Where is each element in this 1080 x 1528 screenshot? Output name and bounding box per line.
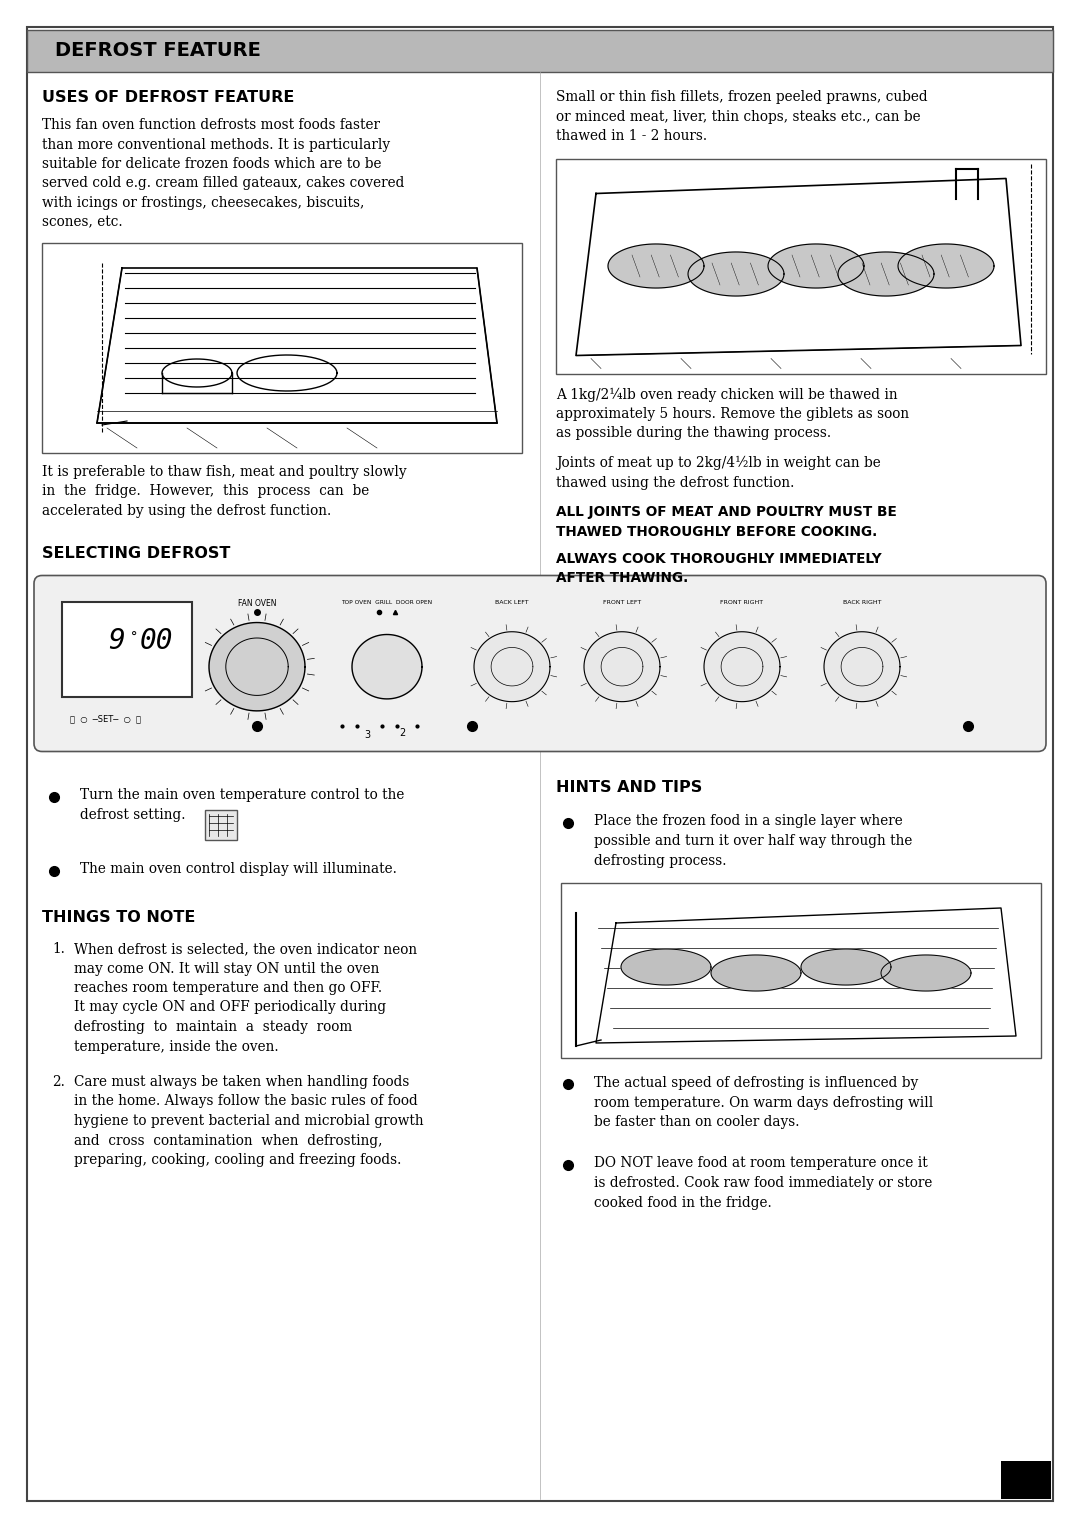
- Text: and  cross  contamination  when  defrosting,: and cross contamination when defrosting,: [75, 1134, 382, 1148]
- Text: It is preferable to thaw fish, meat and poultry slowly: It is preferable to thaw fish, meat and …: [42, 465, 407, 478]
- Text: Small or thin fish fillets, frozen peeled prawns, cubed: Small or thin fish fillets, frozen peele…: [556, 90, 928, 104]
- Text: cooked food in the fridge.: cooked food in the fridge.: [594, 1195, 772, 1210]
- Bar: [27, 31, 1053, 72]
- Text: hygiene to prevent bacterial and microbial growth: hygiene to prevent bacterial and microbi…: [75, 1114, 423, 1128]
- Text: TOP OVEN  GRILL  DOOR OPEN: TOP OVEN GRILL DOOR OPEN: [341, 599, 433, 605]
- Text: The actual speed of defrosting is influenced by: The actual speed of defrosting is influe…: [594, 1076, 918, 1089]
- Text: ALWAYS COOK THOROUGHLY IMMEDIATELY: ALWAYS COOK THOROUGHLY IMMEDIATELY: [556, 552, 881, 565]
- Text: reaches room temperature and then go OFF.: reaches room temperature and then go OFF…: [75, 981, 382, 995]
- Text: BACK RIGHT: BACK RIGHT: [842, 599, 881, 605]
- Text: may come ON. It will stay ON until the oven: may come ON. It will stay ON until the o…: [75, 961, 379, 975]
- Text: thawed using the defrost function.: thawed using the defrost function.: [556, 475, 795, 489]
- Text: in the home. Always follow the basic rules of food: in the home. Always follow the basic rul…: [75, 1094, 418, 1108]
- Text: The main oven control display will illuminate.: The main oven control display will illum…: [80, 862, 396, 877]
- Text: 00: 00: [140, 628, 174, 656]
- Text: suitable for delicate frozen foods which are to be: suitable for delicate frozen foods which…: [42, 157, 381, 171]
- Text: USES OF DEFROST FEATURE: USES OF DEFROST FEATURE: [42, 90, 295, 105]
- Text: Care must always be taken when handling foods: Care must always be taken when handling …: [75, 1076, 409, 1089]
- Polygon shape: [768, 244, 864, 287]
- Text: DO NOT leave food at room temperature once it: DO NOT leave food at room temperature on…: [594, 1157, 928, 1170]
- Bar: [42, 243, 522, 452]
- Polygon shape: [352, 634, 422, 698]
- Text: defrosting process.: defrosting process.: [594, 854, 727, 868]
- Text: approximately 5 hours. Remove the giblets as soon: approximately 5 hours. Remove the giblet…: [556, 406, 909, 422]
- Text: A 1kg/2¼lb oven ready chicken will be thawed in: A 1kg/2¼lb oven ready chicken will be th…: [556, 388, 897, 402]
- Polygon shape: [838, 252, 934, 296]
- Polygon shape: [899, 244, 994, 287]
- Text: is defrosted. Cook raw food immediately or store: is defrosted. Cook raw food immediately …: [594, 1177, 932, 1190]
- Text: DEFROST FEATURE: DEFROST FEATURE: [55, 41, 261, 61]
- Polygon shape: [608, 244, 704, 287]
- Bar: [62, 602, 192, 697]
- Text: temperature, inside the oven.: temperature, inside the oven.: [75, 1039, 279, 1053]
- Text: 2: 2: [399, 727, 405, 738]
- Text: Joints of meat up to 2kg/4½lb in weight can be: Joints of meat up to 2kg/4½lb in weight …: [556, 455, 881, 471]
- Text: BACK LEFT: BACK LEFT: [496, 599, 529, 605]
- Text: with icings or frostings, cheesecakes, biscuits,: with icings or frostings, cheesecakes, b…: [42, 196, 364, 209]
- Bar: [561, 883, 1041, 1057]
- Text: FRONT RIGHT: FRONT RIGHT: [720, 599, 764, 605]
- Text: 23: 23: [1013, 1471, 1039, 1488]
- Text: Ⓜ  ○  ─SET─  ○  ⧖: Ⓜ ○ ─SET─ ○ ⧖: [70, 714, 141, 723]
- Text: FRONT LEFT: FRONT LEFT: [603, 599, 642, 605]
- Polygon shape: [801, 949, 891, 986]
- Polygon shape: [704, 631, 780, 701]
- Text: Place the frozen food in a single layer where: Place the frozen food in a single layer …: [594, 814, 903, 828]
- Text: 3: 3: [364, 729, 370, 740]
- Text: HINTS AND TIPS: HINTS AND TIPS: [556, 781, 702, 796]
- Text: Turn the main oven temperature control to the: Turn the main oven temperature control t…: [80, 788, 404, 802]
- Text: than more conventional methods. It is particularly: than more conventional methods. It is pa…: [42, 138, 390, 151]
- Polygon shape: [824, 631, 900, 701]
- Text: scones, etc.: scones, etc.: [42, 215, 123, 229]
- Text: 2.: 2.: [52, 1076, 65, 1089]
- Text: SELECTING DEFROST: SELECTING DEFROST: [42, 545, 230, 561]
- Polygon shape: [584, 631, 660, 701]
- Text: This fan oven function defrosts most foods faster: This fan oven function defrosts most foo…: [42, 118, 380, 131]
- Text: THINGS TO NOTE: THINGS TO NOTE: [42, 911, 195, 924]
- Text: or minced meat, liver, thin chops, steaks etc., can be: or minced meat, liver, thin chops, steak…: [556, 110, 920, 124]
- Text: served cold e.g. cream filled gateaux, cakes covered: served cold e.g. cream filled gateaux, c…: [42, 177, 404, 191]
- Polygon shape: [621, 949, 711, 986]
- Bar: [1001, 1461, 1051, 1499]
- Text: FAN OVEN: FAN OVEN: [238, 599, 276, 608]
- Polygon shape: [711, 955, 801, 992]
- Text: preparing, cooking, cooling and freezing foods.: preparing, cooking, cooling and freezing…: [75, 1154, 402, 1167]
- Text: in  the  fridge.  However,  this  process  can  be: in the fridge. However, this process can…: [42, 484, 369, 498]
- Text: AFTER THAWING.: AFTER THAWING.: [556, 571, 688, 585]
- Polygon shape: [881, 955, 971, 992]
- FancyBboxPatch shape: [33, 576, 1047, 752]
- Text: 9: 9: [108, 628, 125, 656]
- Text: ALL JOINTS OF MEAT AND POULTRY MUST BE: ALL JOINTS OF MEAT AND POULTRY MUST BE: [556, 504, 896, 520]
- Text: possible and turn it over half way through the: possible and turn it over half way throu…: [594, 834, 913, 848]
- Text: It may cycle ON and OFF periodically during: It may cycle ON and OFF periodically dur…: [75, 1001, 387, 1015]
- Bar: [205, 810, 237, 840]
- Polygon shape: [210, 622, 305, 711]
- Text: THAWED THOROUGHLY BEFORE COOKING.: THAWED THOROUGHLY BEFORE COOKING.: [556, 524, 877, 538]
- Text: be faster than on cooler days.: be faster than on cooler days.: [594, 1115, 799, 1129]
- Text: °: °: [130, 631, 138, 645]
- Text: defrost setting.: defrost setting.: [80, 808, 186, 822]
- Text: defrosting  to  maintain  a  steady  room: defrosting to maintain a steady room: [75, 1021, 352, 1034]
- Text: When defrost is selected, the oven indicator neon: When defrost is selected, the oven indic…: [75, 941, 417, 957]
- Text: 1.: 1.: [52, 941, 65, 957]
- Polygon shape: [688, 252, 784, 296]
- Text: room temperature. On warm days defrosting will: room temperature. On warm days defrostin…: [594, 1096, 933, 1109]
- Text: accelerated by using the defrost function.: accelerated by using the defrost functio…: [42, 504, 332, 518]
- Text: thawed in 1 - 2 hours.: thawed in 1 - 2 hours.: [556, 128, 707, 144]
- Text: as possible during the thawing process.: as possible during the thawing process.: [556, 426, 832, 440]
- Bar: [556, 159, 1047, 373]
- Polygon shape: [474, 631, 550, 701]
